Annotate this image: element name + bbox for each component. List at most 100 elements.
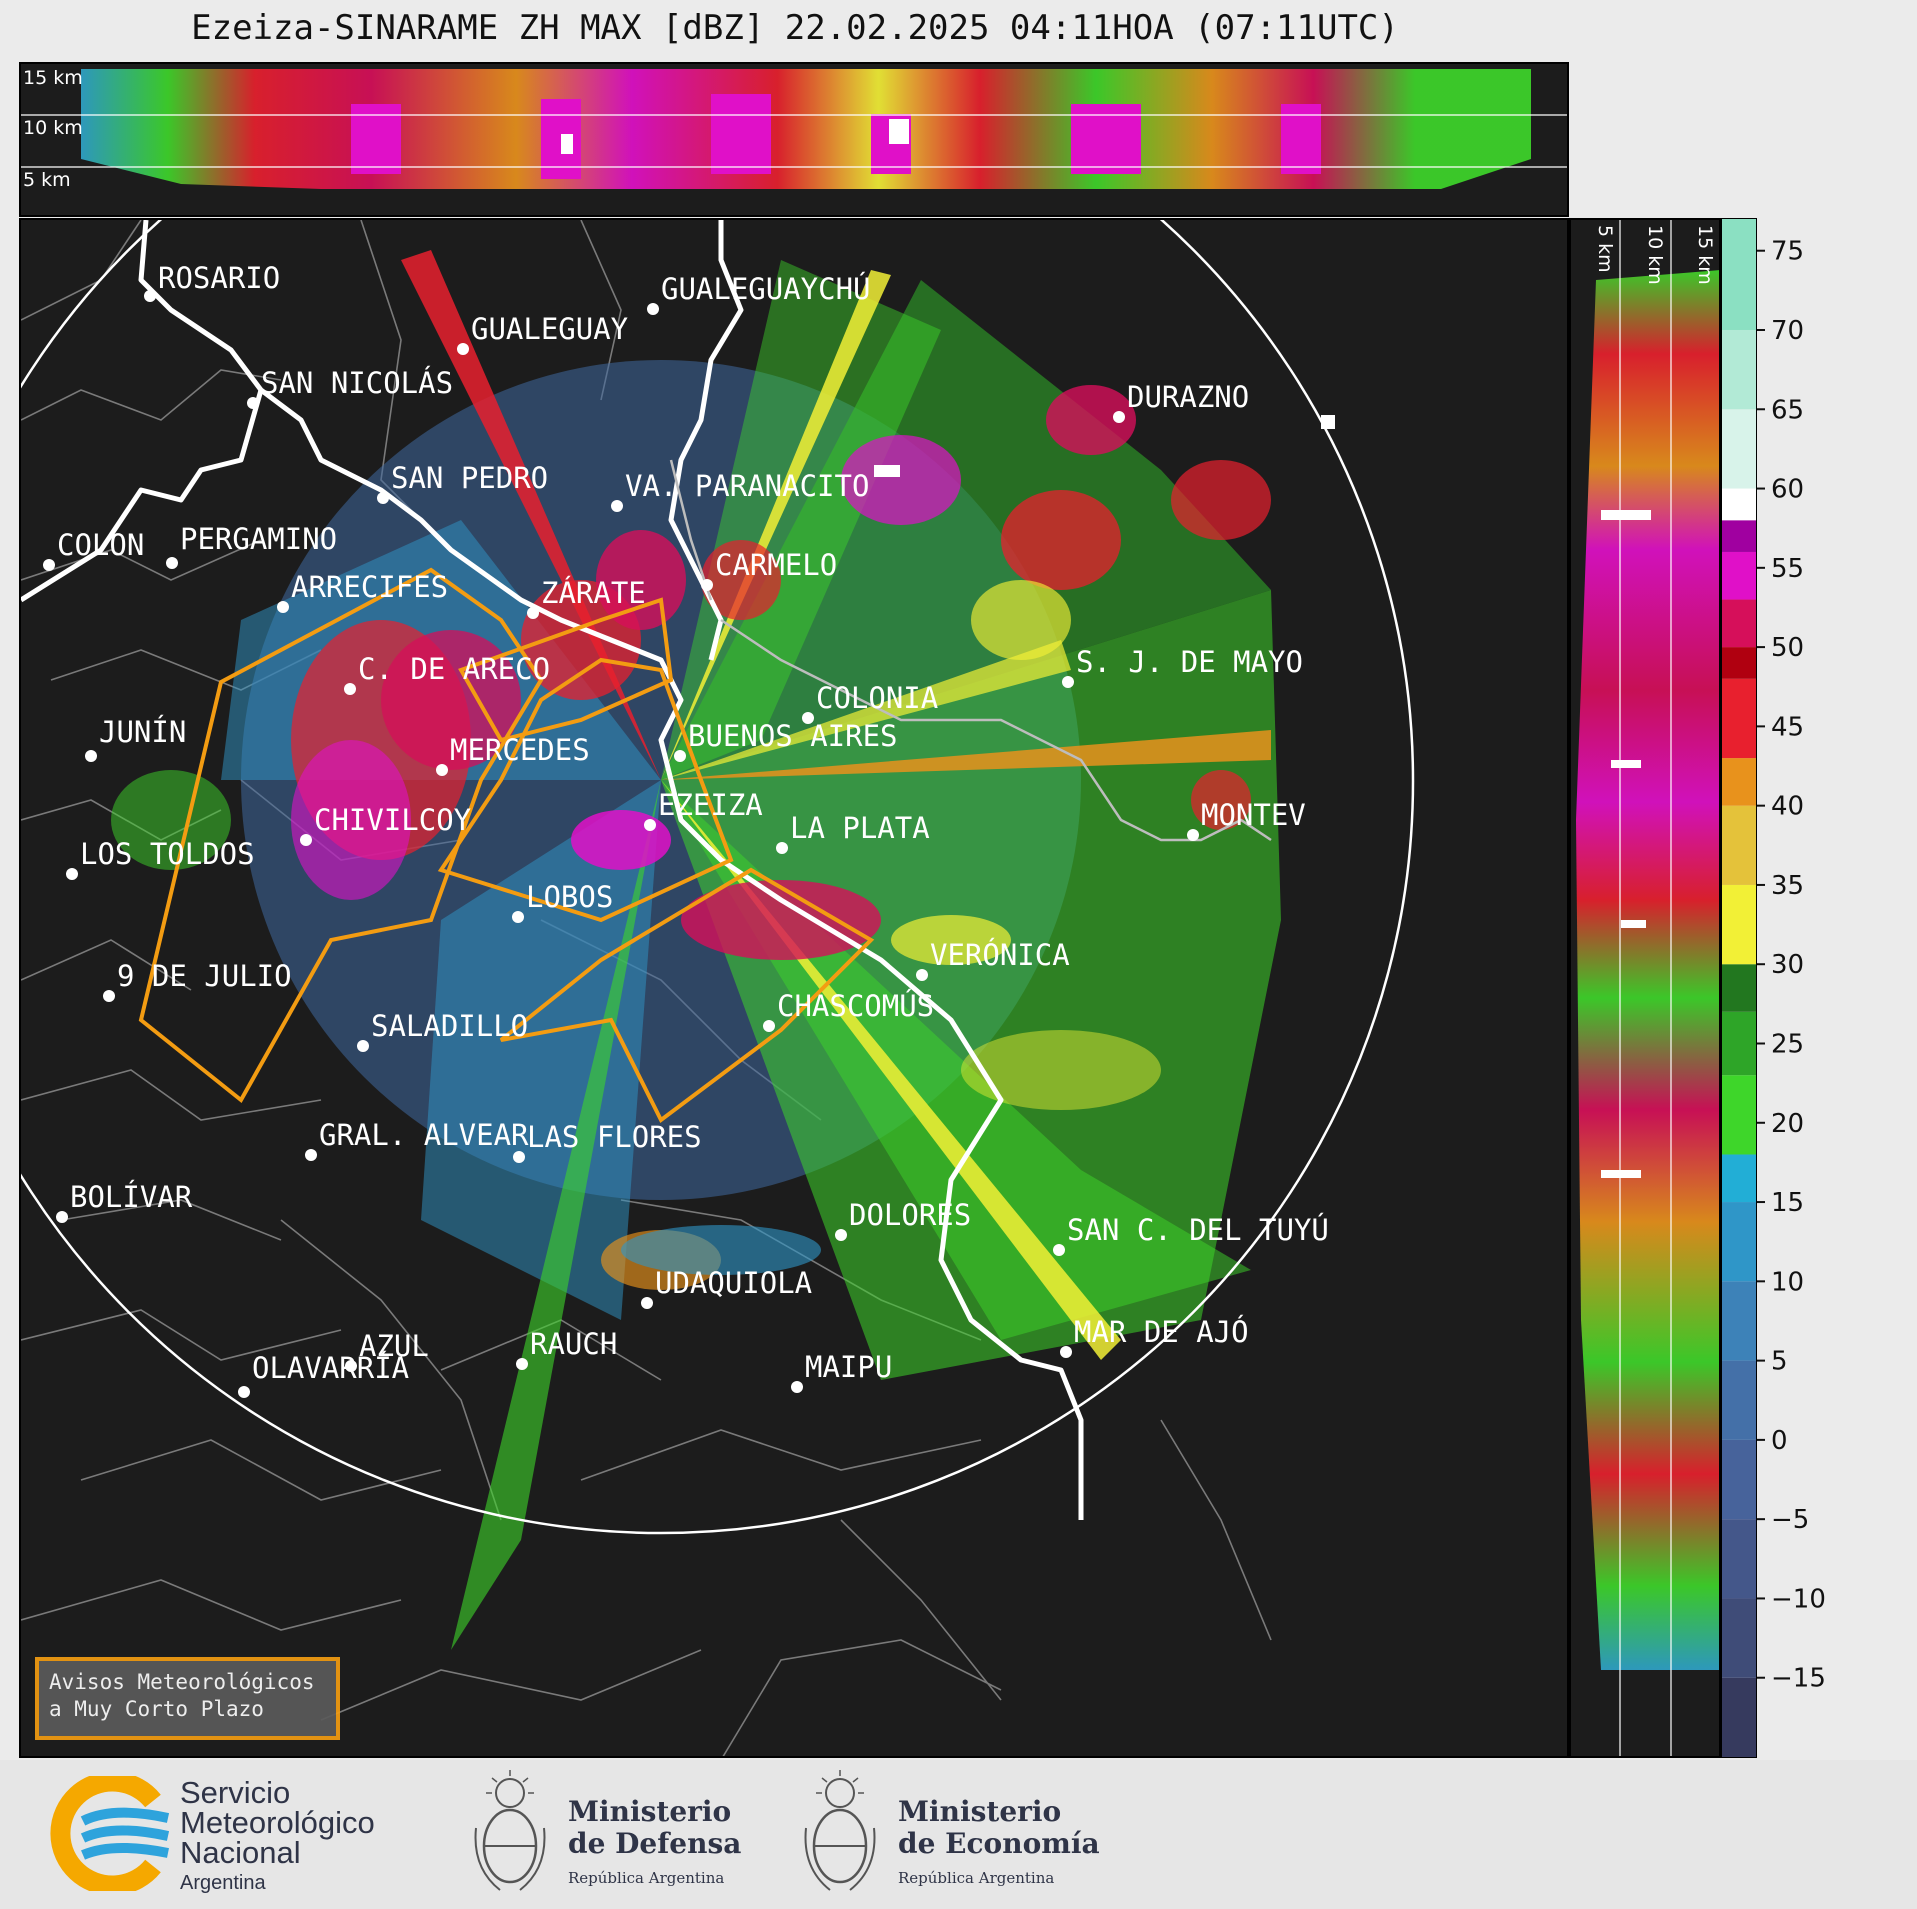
city-marker[interactable] [701,579,713,591]
city-label: GRAL. ALVEAR [319,1118,529,1152]
city-label: SALADILLO [371,1009,528,1043]
smn-logo-icon [50,1776,170,1891]
city-marker[interactable] [43,559,55,571]
colorbar-segment [1722,1202,1756,1282]
smn-line2: Meteorológico [180,1805,375,1840]
city-label: C. DE ARECO [358,652,550,686]
warning-polygons[interactable] [138,567,875,1124]
colorbar-tick-label: 20 [1771,1109,1804,1139]
city-marker[interactable] [144,290,156,302]
colorbar-segment [1722,805,1756,885]
city-marker[interactable] [802,712,814,724]
city-marker[interactable] [644,819,656,831]
city-label: PERGAMINO [180,522,337,556]
city-label: LOBOS [526,880,613,914]
city-marker[interactable] [674,750,686,762]
colorbar-tick-label: 50 [1771,633,1804,663]
city-label: S. J. DE MAYO [1076,645,1303,679]
city-label: LAS FLORES [527,1120,702,1154]
smn-line1: Servicio [180,1775,291,1810]
city-markers[interactable]: ROSARIO GUALEGUAYCHÚ GUALEGUAY SAN NICOLÁS D… [43,261,1329,1398]
colorbar-segment [1722,488,1756,521]
city-marker[interactable] [357,1040,369,1052]
city-marker[interactable] [916,969,928,981]
city-marker[interactable] [1187,829,1199,841]
city-marker[interactable] [238,1386,250,1398]
colorbar-tick-label: 35 [1771,871,1804,901]
city-marker[interactable] [512,911,524,923]
radar-echoes [111,250,1335,1650]
city-label: OLAVARRÍA [252,1351,409,1385]
city-marker[interactable] [300,834,312,846]
colorbar-tick-label: 75 [1771,237,1804,267]
city-marker[interactable] [835,1229,847,1241]
city-marker[interactable] [1062,676,1074,688]
city-label: SAN C. DEL TUYÚ [1067,1213,1329,1247]
city-label: SAN PEDRO [391,461,548,495]
city-label: LA PLATA [790,811,930,845]
city-marker[interactable] [611,500,623,512]
chart-title: Ezeiza-SINARAME ZH MAX [dBZ] 22.02.2025 … [191,8,1399,48]
city-marker[interactable] [305,1149,317,1161]
city-marker[interactable] [1053,1244,1065,1256]
city-marker[interactable] [776,842,788,854]
city-label: MAR DE AJÓ [1074,1315,1249,1349]
radar-map[interactable]: ROSARIO GUALEGUAYCHÚ GUALEGUAY SAN NICOLÁS D… [19,218,1569,1758]
top-echo-cores [351,94,1321,179]
colorbar-tick-label: −5 [1771,1505,1809,1535]
city-label: COLONIA [816,681,938,715]
city-marker[interactable] [85,750,97,762]
colorbar-segment [1722,1075,1756,1155]
city-label: EZEIZA [658,788,763,822]
city-marker[interactable] [345,1360,357,1372]
city-label: ROSARIO [158,261,280,295]
city-marker[interactable] [1113,411,1125,423]
city-marker[interactable] [166,557,178,569]
city-label: COLON [57,528,144,562]
economia-line3: República Argentina [898,1869,1055,1887]
city-label: DOLORES [849,1198,971,1232]
city-marker[interactable] [277,601,289,613]
city-marker[interactable] [103,990,115,1002]
colorbar-segment [1722,409,1756,489]
colorbar-tick-label: 0 [1771,1426,1788,1456]
colorbar-tick-label: −10 [1771,1584,1826,1614]
side-cross-section-panel: 5 km 10 km 15 km [1569,218,1721,1758]
city-label: DURAZNO [1127,380,1249,414]
city-marker[interactable] [377,492,389,504]
colorbar-tick-label: 55 [1771,554,1804,584]
city-marker[interactable] [647,303,659,315]
city-marker[interactable] [513,1151,525,1163]
side-echo-band [1576,270,1719,1670]
colorbar-tick-label: 10 [1771,1267,1804,1297]
height-label-10km-side: 10 km [1644,225,1666,285]
colorbar-tick-label: 25 [1771,1029,1804,1059]
city-marker[interactable] [436,764,448,776]
economia-line2: de Economía [898,1827,1100,1860]
smn-line3: Nacional [180,1835,301,1870]
colorbar-tick-label: 30 [1771,950,1804,980]
city-label: VA. PARANACITO [625,469,869,503]
city-label: ARRECIFES [291,570,448,604]
city-marker[interactable] [66,868,78,880]
city-label: BUENOS AIRES [688,719,898,753]
colorbar-segment [1722,884,1756,965]
city-marker[interactable] [516,1358,528,1370]
colorbar-tick-label: 60 [1771,475,1804,505]
city-marker[interactable] [763,1020,775,1032]
colorbar-segment [1722,219,1756,330]
city-marker[interactable] [344,683,356,695]
city-marker[interactable] [1060,1346,1072,1358]
city-marker[interactable] [641,1297,653,1309]
city-marker[interactable] [457,343,469,355]
colorbar-tick-label: 70 [1771,316,1804,346]
city-marker[interactable] [56,1211,68,1223]
city-label: ZÁRATE [541,576,646,610]
colorbar-segment [1722,551,1756,600]
city-label: 9 DE JULIO [117,959,292,993]
colorbar-segment [1722,599,1756,648]
city-marker[interactable] [791,1381,803,1393]
ministerio-defensa-text: Ministerio de Defensa República Argentin… [568,1796,741,1894]
city-marker[interactable] [527,607,539,619]
city-marker[interactable] [247,397,259,409]
